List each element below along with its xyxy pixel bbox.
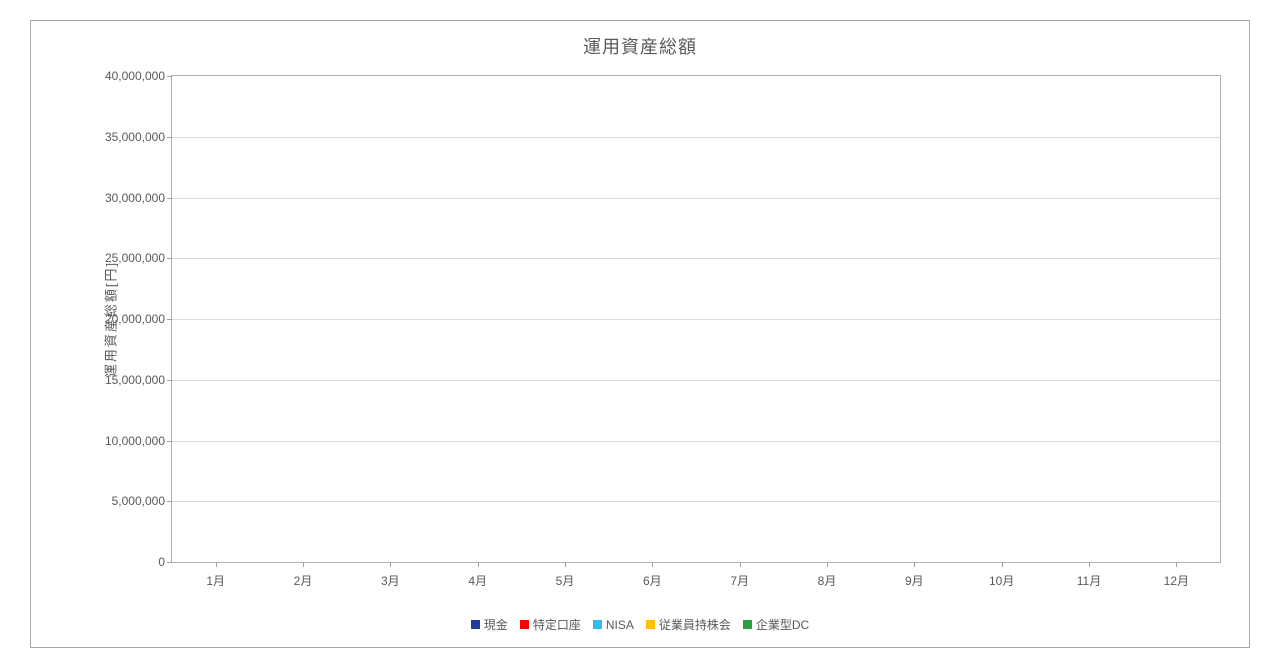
x-tick — [652, 562, 653, 567]
y-tick-label: 35,000,000 — [87, 130, 165, 144]
y-tick-label: 20,000,000 — [87, 312, 165, 326]
y-tick — [167, 319, 172, 320]
y-tick — [167, 76, 172, 77]
x-tick — [914, 562, 915, 567]
x-tick — [1089, 562, 1090, 567]
y-tick — [167, 198, 172, 199]
gridline — [172, 137, 1220, 138]
x-tick-label: 8月 — [818, 572, 837, 589]
y-tick — [167, 380, 172, 381]
x-tick-label: 1月 — [206, 572, 225, 589]
x-tick-label: 12月 — [1164, 572, 1189, 589]
legend-swatch — [471, 620, 480, 629]
x-tick — [303, 562, 304, 567]
legend-item: 従業員持株会 — [646, 616, 731, 633]
x-tick-label: 5月 — [556, 572, 575, 589]
x-tick-label: 3月 — [381, 572, 400, 589]
gridline — [172, 319, 1220, 320]
y-tick-label: 15,000,000 — [87, 373, 165, 387]
plot-area: 運用資産総額[円] 05,000,00010,000,00015,000,000… — [171, 75, 1221, 563]
chart-title: 運用資産総額 — [31, 21, 1249, 59]
legend-label: 従業員持株会 — [659, 616, 731, 633]
y-tick-label: 30,000,000 — [87, 191, 165, 205]
y-tick — [167, 137, 172, 138]
x-tick — [390, 562, 391, 567]
x-tick — [565, 562, 566, 567]
chart-container: 運用資産総額 運用資産総額[円] 05,000,00010,000,00015,… — [30, 20, 1250, 648]
y-tick — [167, 562, 172, 563]
x-tick — [1176, 562, 1177, 567]
gridline — [172, 258, 1220, 259]
x-tick — [216, 562, 217, 567]
x-tick — [478, 562, 479, 567]
x-tick-label: 10月 — [989, 572, 1014, 589]
gridline — [172, 198, 1220, 199]
x-tick-label: 9月 — [905, 572, 924, 589]
legend-label: NISA — [606, 618, 634, 632]
legend-item: 現金 — [471, 616, 508, 633]
y-tick — [167, 501, 172, 502]
x-tick-label: 4月 — [468, 572, 487, 589]
y-tick-label: 0 — [87, 555, 165, 569]
x-tick-label: 11月 — [1077, 572, 1101, 589]
legend-label: 特定口座 — [533, 616, 581, 633]
y-tick-label: 25,000,000 — [87, 251, 165, 265]
legend-item: 特定口座 — [520, 616, 581, 633]
legend-label: 現金 — [484, 616, 508, 633]
y-tick-label: 5,000,000 — [87, 494, 165, 508]
legend-swatch — [646, 620, 655, 629]
x-tick — [1002, 562, 1003, 567]
legend-swatch — [743, 620, 752, 629]
legend-label: 企業型DC — [756, 616, 809, 633]
x-tick-label: 6月 — [643, 572, 662, 589]
y-tick — [167, 441, 172, 442]
gridline — [172, 380, 1220, 381]
gridline — [172, 501, 1220, 502]
legend-swatch — [520, 620, 529, 629]
x-tick-label: 2月 — [294, 572, 313, 589]
legend-item: 企業型DC — [743, 616, 809, 633]
gridline — [172, 441, 1220, 442]
legend: 現金 特定口座 NISA 従業員持株会 企業型DC — [31, 616, 1249, 633]
legend-item: NISA — [593, 618, 634, 632]
legend-swatch — [593, 620, 602, 629]
y-tick-label: 10,000,000 — [87, 434, 165, 448]
y-tick — [167, 258, 172, 259]
x-tick — [740, 562, 741, 567]
y-tick-label: 40,000,000 — [87, 69, 165, 83]
x-tick-label: 7月 — [730, 572, 749, 589]
x-tick — [827, 562, 828, 567]
